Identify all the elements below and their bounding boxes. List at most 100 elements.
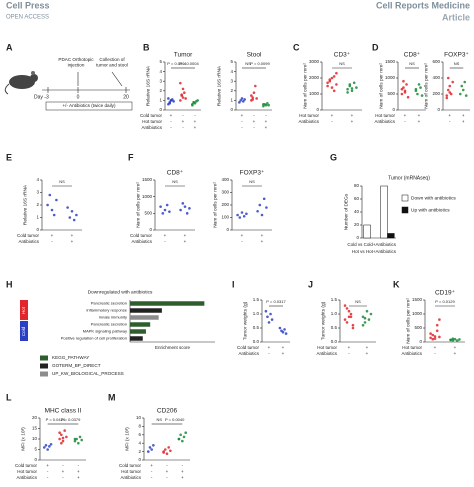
data-point (438, 318, 441, 321)
data-point (446, 88, 450, 92)
data-point (159, 205, 162, 208)
chart-title: CD19⁺ (435, 290, 456, 297)
condition-label: Antibiotics (120, 475, 141, 480)
data-point (254, 84, 257, 88)
data-point (453, 337, 457, 341)
data-point (451, 80, 455, 84)
data-point (179, 208, 182, 212)
data-point (65, 435, 68, 439)
data-point (328, 78, 332, 81)
data-point (146, 450, 150, 453)
data-point (167, 446, 170, 449)
y-tick-label: 1 (159, 98, 162, 103)
condition-label: Hot tumor (375, 113, 395, 118)
data-point (183, 91, 186, 95)
data-point (239, 99, 242, 102)
data-point (363, 321, 367, 324)
data-point (464, 94, 468, 97)
data-point (343, 304, 347, 307)
data-point (49, 442, 53, 446)
y-tick-label: 300 (221, 190, 229, 195)
data-point (242, 214, 246, 218)
data-point (265, 206, 268, 209)
data-point (355, 86, 358, 89)
condition-sign: + (150, 463, 153, 468)
data-point (46, 448, 49, 451)
data-point (240, 97, 244, 100)
chart-title: CD3⁺ (334, 52, 351, 59)
data-point (448, 91, 452, 94)
day-end: 20 (123, 94, 129, 100)
category-label: Hot vs Hot+Antibiotics (352, 249, 397, 254)
condition-sign: - (241, 125, 243, 130)
condition-sign: + (418, 119, 421, 124)
journal: Cell Reports Medicine (376, 0, 470, 10)
condition-label: Cold tumor (119, 463, 142, 468)
data-point (348, 83, 352, 86)
data-point (182, 435, 186, 439)
condition-sign: + (404, 113, 407, 118)
y-tick-label: 600 (432, 59, 440, 64)
data-point (169, 99, 173, 102)
condition-sign: + (184, 239, 187, 244)
data-point (46, 203, 49, 207)
significance-label: P = 0.0317 (266, 299, 286, 304)
data-point (251, 96, 254, 99)
data-point (326, 84, 329, 88)
chart-title: MHC class II (45, 408, 82, 415)
y-axis-label: Relative 16S rRNA (145, 65, 151, 106)
data-point (369, 312, 373, 316)
data-point (361, 323, 365, 327)
y-tick-label: 1.5 (331, 297, 338, 302)
condition-sign: + (462, 113, 465, 118)
data-point (161, 212, 165, 215)
y-tick-label: 500 (414, 325, 422, 330)
arrow (111, 71, 123, 87)
data-point (448, 84, 452, 88)
data-point (75, 213, 78, 217)
y-axis-label: MFI (x 10³) (124, 427, 130, 451)
treatment-box (45, 101, 133, 111)
panel-letter: D (372, 42, 379, 52)
y-tick-label: 2 (159, 88, 162, 93)
data-point (185, 212, 189, 215)
data-point (44, 444, 48, 447)
data-point (63, 429, 66, 432)
data-point (451, 337, 455, 340)
significance-label: NS (245, 61, 251, 66)
condition-sign: + (184, 233, 187, 238)
condition-sign: + (46, 463, 49, 468)
data-point (58, 437, 61, 441)
data-point (250, 94, 253, 97)
condition-sign: + (62, 469, 65, 474)
y-axis-label: Relative 16S rRNA (22, 184, 28, 225)
y-axis-label: Num of cells per mm² (212, 182, 218, 228)
bar (130, 329, 146, 334)
condition-sign: + (265, 119, 268, 124)
y-axis-label: Number of DEGs (343, 193, 349, 230)
data-point (180, 93, 183, 96)
data-point (332, 89, 336, 93)
term-label: Pancreatic secretion (91, 322, 127, 327)
chart-title: FOXP3⁺ (444, 52, 469, 59)
data-point (350, 87, 354, 90)
y-tick-label: 1000 (412, 311, 423, 316)
condition-sign: + (182, 119, 185, 124)
data-point (402, 86, 405, 89)
bar (130, 301, 205, 306)
panel-letter: G (330, 152, 337, 162)
condition-sign: - (164, 239, 166, 244)
data-point (262, 197, 266, 201)
condition-sign: + (71, 239, 74, 244)
y-tick-label: 200 (221, 202, 229, 207)
data-point (165, 203, 169, 207)
condition-label: Hot tumor (121, 469, 141, 474)
y-tick-label: 1500 (412, 297, 423, 302)
data-point (346, 87, 349, 91)
condition-sign: + (261, 239, 264, 244)
significance-label: NS (59, 179, 65, 184)
data-point (163, 208, 167, 212)
data-point (66, 206, 69, 209)
data-point (267, 103, 270, 107)
y-tick-label: 5 (34, 447, 37, 452)
